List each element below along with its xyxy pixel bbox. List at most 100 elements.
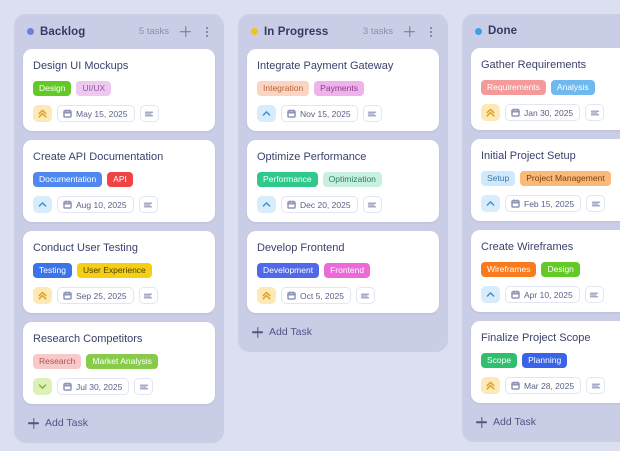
tag-badge: Project Management [520,171,611,187]
tag-badge: Design [33,81,72,97]
description-lines-icon[interactable] [139,105,159,123]
column-title: In Progress [264,25,329,38]
tag-badge: Analysis [550,80,595,96]
priority-badge[interactable] [33,196,52,214]
column-header-done: Done4 tasks [471,24,620,39]
add-task-label: Add Task [493,416,536,429]
more-vertical-icon[interactable] [201,25,212,38]
status-dot-icon [475,27,482,35]
add-card-icon[interactable] [179,25,192,38]
due-date-chip[interactable]: Sep 25, 2025 [57,287,134,305]
due-date-chip[interactable]: Jul 30, 2025 [57,378,130,396]
due-date-chip[interactable]: Feb 15, 2025 [505,195,582,213]
priority-badge[interactable] [257,105,276,123]
task-card[interactable]: Create Wireframes Wireframes Design Apr 10,… [471,230,620,313]
description-lines-icon[interactable] [138,287,158,305]
priority-badge[interactable] [33,105,52,123]
card-meta: Feb 15, 2025 [481,195,620,213]
due-date-chip[interactable]: Aug 10, 2025 [57,196,134,214]
task-card[interactable]: Develop Frontend Development Frontend Oct 5… [247,231,439,314]
due-date-label: Jul 30, 2025 [76,381,123,392]
calendar-icon [511,381,520,390]
card-tags: Documentation API [33,172,205,188]
priority-badge[interactable] [257,287,276,305]
priority-badge[interactable] [481,377,500,395]
description-lines-icon[interactable] [362,196,382,214]
task-card[interactable]: Initial Project Setup Setup Project Manage… [471,139,620,222]
task-card[interactable]: Optimize Performance Performance Optimizat… [247,140,439,223]
priority-badge[interactable] [481,195,500,213]
card-title: Gather Requirements [481,59,587,71]
card-tags: Research Market Analysis [33,354,205,370]
task-card[interactable]: Finalize Project Scope Scope Planning Mar 2… [471,321,620,404]
task-card[interactable]: Integrate Payment Gateway Integration Paym… [247,49,439,132]
calendar-icon [511,199,520,208]
calendar-icon [287,200,296,209]
calendar-icon [63,200,72,209]
description-lines-icon[interactable] [584,286,604,304]
column-backlog: Backlog 5 tasks Design UI Mockups Design UI/… [14,14,224,444]
due-date-chip[interactable]: Nov 15, 2025 [281,105,358,123]
add-card-icon[interactable] [403,25,416,38]
card-meta: May 15, 2025 [33,105,205,123]
column-done: Done4 tasks Gather Requirements Requiremen… [462,14,620,443]
card-meta: Mar 28, 2025 [481,377,620,395]
task-card[interactable]: Create API Documentation Documentation API… [23,140,215,223]
task-count: 3 tasks [362,26,393,37]
priority-badge[interactable] [33,287,52,305]
description-lines-icon[interactable] [362,105,382,123]
column-header-backlog: Backlog 5 tasks [23,24,215,40]
card-meta: Dec 20, 2025 [257,196,429,214]
card-title: Design UI Mockups [33,60,129,72]
card-tags: Performance Optimization [257,172,429,188]
card-tags: Testing User Experience [33,263,205,279]
card-tags: Requirements Analysis [481,80,620,96]
calendar-icon [511,108,520,117]
add-task-button[interactable]: Add Task [247,322,439,343]
tag-badge: Scope [481,353,518,369]
tag-badge: Performance [257,172,318,188]
due-date-chip[interactable]: Oct 5, 2025 [281,287,351,305]
add-task-button[interactable]: Add Task [23,413,215,434]
due-date-chip[interactable]: May 15, 2025 [57,105,135,123]
due-date-label: Apr 10, 2025 [524,289,573,300]
task-card[interactable]: Conduct User Testing Testing User Experien… [23,231,215,314]
tag-badge: Development [257,263,320,279]
task-card[interactable]: Design UI Mockups Design UI/UX May 15, 2025 [23,49,215,132]
add-task-button[interactable]: Add Task [471,412,620,433]
calendar-icon [287,109,296,118]
tag-badge: User Experience [76,263,152,279]
due-date-chip[interactable]: Mar 28, 2025 [505,377,582,395]
tag-badge: Market Analysis [86,354,158,370]
plus-icon [252,327,263,338]
column-header-in-progress: In Progress 3 tasks [247,24,439,40]
description-lines-icon[interactable] [134,378,154,396]
tag-badge: Design [541,262,580,278]
due-date-chip[interactable]: Dec 20, 2025 [281,196,358,214]
priority-badge[interactable] [33,378,52,396]
due-date-chip[interactable]: Jan 30, 2025 [505,104,581,122]
due-date-label: Nov 15, 2025 [300,108,351,119]
description-lines-icon[interactable] [138,196,158,214]
add-task-label: Add Task [45,417,88,430]
card-meta: Jul 30, 2025 [33,378,205,396]
priority-badge[interactable] [481,286,500,304]
task-card[interactable]: Gather Requirements Requirements Analysis J… [471,48,620,131]
due-date-label: Oct 5, 2025 [300,290,344,301]
due-date-label: Dec 20, 2025 [300,199,351,210]
task-card[interactable]: Research Competitors Research Market Analy… [23,322,215,405]
more-vertical-icon[interactable] [425,25,436,38]
description-lines-icon[interactable] [355,287,375,305]
card-tags: Design UI/UX [33,81,205,97]
description-lines-icon[interactable] [585,104,605,122]
due-date-label: Sep 25, 2025 [76,290,127,301]
priority-badge[interactable] [257,196,276,214]
due-date-chip[interactable]: Apr 10, 2025 [505,286,580,304]
due-date-label: Aug 10, 2025 [76,199,127,210]
tag-badge: UI/UX [76,81,112,97]
description-lines-icon[interactable] [586,195,606,213]
priority-badge[interactable] [481,104,500,122]
card-title: Initial Project Setup [481,150,576,163]
description-lines-icon[interactable] [586,377,606,395]
